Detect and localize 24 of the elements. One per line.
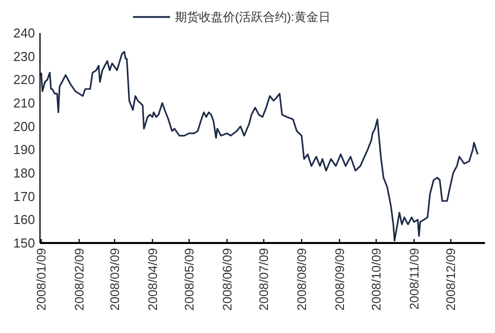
x-tick-label: 2008/12/09	[444, 248, 458, 311]
y-tick-label: 170	[13, 188, 35, 204]
x-tick-label: 2008/07/09	[257, 248, 272, 311]
x-tick-label: 2008/03/09	[108, 248, 122, 311]
x-tick-label: 2008/09/09	[332, 248, 347, 311]
x-tick-label: 2008/01/09	[34, 248, 49, 311]
x-tick-label: 2008/05/09	[182, 248, 197, 311]
y-tick-label: 190	[13, 142, 35, 158]
y-tick-label: 240	[13, 26, 35, 41]
y-tick-label: 200	[13, 118, 35, 134]
y-tick-label: 220	[13, 72, 35, 88]
y-tick-label: 210	[13, 96, 35, 111]
x-tick-label: 2008/08/09	[294, 248, 309, 311]
y-tick-label: 150	[13, 236, 35, 251]
x-tick-label: 2008/10/09	[370, 248, 384, 311]
y-tick-label: 160	[13, 212, 35, 228]
legend-label: 期货收盘价(活跃合约):黄金日	[175, 10, 330, 24]
x-tick-label: 2008/04/09	[146, 248, 160, 311]
line-series	[40, 50, 478, 242]
x-tick-label: 2008/06/09	[220, 248, 234, 311]
y-tick-label: 230	[13, 48, 35, 64]
x-tick-label: 2008/11/09	[407, 248, 422, 310]
x-tick-label: 2008/02/09	[72, 248, 86, 311]
y-tick-label: 180	[13, 166, 35, 181]
